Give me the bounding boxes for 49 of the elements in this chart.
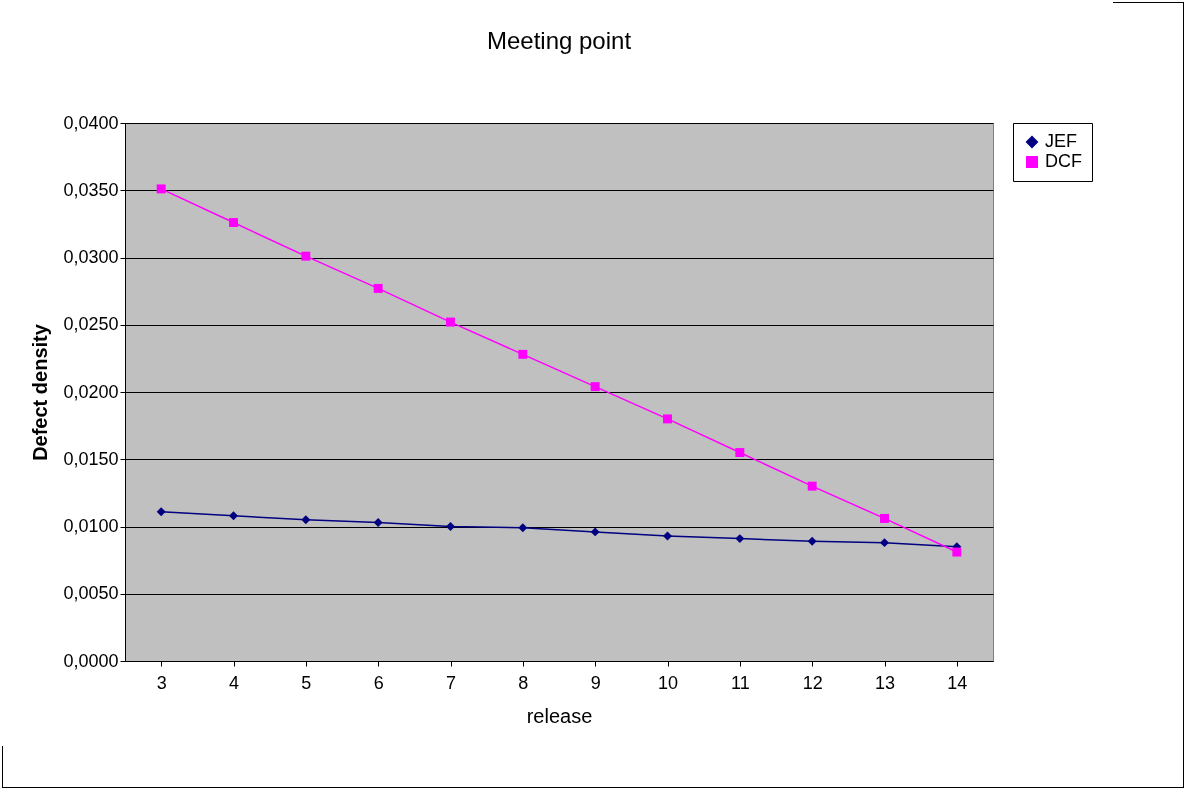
point [156, 507, 166, 517]
y-tick-label: 0,0350 [63, 179, 119, 200]
x-tick-label: 14 [947, 672, 968, 693]
point [301, 251, 311, 261]
point [446, 317, 455, 327]
point [301, 515, 311, 525]
legend-label: DCF [1045, 151, 1082, 171]
y-tick-label: 0,0000 [63, 650, 119, 671]
y-tick-label: 0,0200 [63, 381, 119, 402]
y-tick-label: 0,0100 [63, 516, 119, 536]
point [590, 382, 600, 392]
x-tick-label: 12 [802, 672, 823, 693]
y-tick-label: 0,0250 [63, 314, 119, 335]
chart-title: Meeting point [486, 27, 632, 54]
point [880, 538, 889, 548]
y-tick-label: 0,0300 [63, 247, 119, 267]
x-tick-label: 4 [228, 672, 240, 693]
x-tick-label: 9 [590, 672, 601, 693]
point [373, 517, 383, 527]
point [807, 481, 817, 491]
point [156, 184, 166, 194]
x-tick-label: 8 [518, 672, 529, 693]
point [229, 218, 238, 227]
point [735, 534, 745, 544]
y-tick-label: 0,0400 [63, 112, 119, 133]
point [880, 513, 889, 523]
point [518, 523, 528, 533]
x-tick-label: 3 [156, 672, 167, 693]
point [807, 536, 817, 546]
point [952, 547, 962, 557]
point [735, 448, 745, 457]
point [229, 511, 238, 521]
x-tick-label: 5 [301, 672, 312, 693]
x-tick-label: 10 [657, 672, 679, 693]
y-tick-label: 0,0050 [63, 583, 119, 604]
point [663, 531, 672, 541]
point [590, 527, 600, 537]
y-axis-title: Defect density [29, 323, 52, 461]
x-tick-label: 13 [874, 672, 896, 693]
point [373, 283, 383, 293]
y-tick-label: 0,0150 [63, 448, 119, 469]
x-tick-label: 7 [445, 672, 457, 693]
point [518, 349, 528, 359]
legend-label: JEF [1045, 131, 1078, 151]
point [446, 522, 455, 531]
x-axis-title: release [526, 704, 593, 727]
point [663, 414, 672, 424]
x-tick-label: 6 [373, 672, 384, 693]
x-tick-label: 11 [730, 672, 750, 693]
